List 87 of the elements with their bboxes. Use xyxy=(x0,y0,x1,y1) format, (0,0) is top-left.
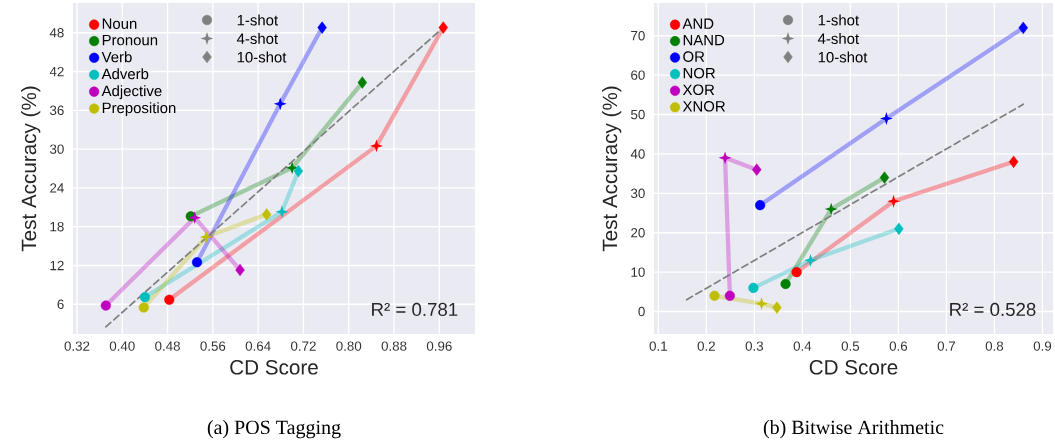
point xyxy=(752,163,762,176)
point xyxy=(100,300,111,311)
legend-label: Preposition xyxy=(102,102,176,117)
annotation: 1-shot xyxy=(818,14,859,26)
x-axis-title: CD Score xyxy=(230,359,318,375)
point xyxy=(748,282,759,293)
point xyxy=(755,297,768,311)
legend-label: OR xyxy=(683,51,705,62)
x-tick-label: 0.80 xyxy=(336,341,362,351)
y-tick-label: 24 xyxy=(50,183,64,193)
point xyxy=(139,292,150,303)
point xyxy=(273,97,287,111)
legend-label: Pronoun xyxy=(102,34,158,46)
x-tick-label: 0.48 xyxy=(155,341,180,351)
point xyxy=(293,164,304,178)
x-tick-label: 0.32 xyxy=(64,341,90,351)
y-tick-label: 40 xyxy=(630,149,645,159)
annotation: 1-shot xyxy=(237,14,278,26)
y-axis-title: Test Accuracy (%) xyxy=(602,86,622,252)
point xyxy=(709,290,720,301)
x-tick-label: 0.6 xyxy=(889,341,908,351)
y-tick-label: 48 xyxy=(49,28,64,38)
legend-label: Noun xyxy=(102,18,137,29)
point xyxy=(772,301,782,314)
x-tick-label: 0.4 xyxy=(793,341,812,351)
x-tick-label: 0.72 xyxy=(290,341,316,351)
point xyxy=(370,139,383,153)
x-tick-label: 0.3 xyxy=(745,341,764,351)
point xyxy=(438,21,448,34)
legend-label: Verb xyxy=(101,51,132,63)
legend-label: NOR xyxy=(683,67,716,79)
legend-label: NAND xyxy=(683,34,725,46)
x-tick-label: 0.7 xyxy=(937,341,956,351)
x-tick-label: 0.8 xyxy=(985,341,1004,351)
y-tick-label: 50 xyxy=(631,109,645,120)
x-tick-label: 0.88 xyxy=(381,341,407,351)
annotation: 10-shot xyxy=(237,51,287,63)
legend-label: Adverb xyxy=(101,68,149,80)
point xyxy=(357,76,367,89)
point xyxy=(261,208,272,221)
x-tick-label: 0.1 xyxy=(649,341,667,351)
point xyxy=(780,278,791,290)
y-tick-label: 0 xyxy=(638,306,645,317)
text: (b) Bitwise Arithmetic xyxy=(763,420,944,439)
legend-label: XNOR xyxy=(682,101,725,112)
point xyxy=(317,21,327,34)
y-tick-label: 20 xyxy=(631,228,645,238)
point xyxy=(235,263,245,277)
point xyxy=(724,290,735,301)
legend-label: Adjective xyxy=(101,85,162,100)
x-axis-title: CD Score xyxy=(809,359,898,375)
y-tick-label: 30 xyxy=(49,144,64,154)
y-tick-label: 30 xyxy=(630,188,645,199)
x-tick-label: 0.64 xyxy=(245,341,271,351)
annotation: 4-shot xyxy=(236,33,278,44)
point xyxy=(755,200,766,211)
point xyxy=(1008,155,1019,168)
x-tick-label: 0.56 xyxy=(200,341,226,351)
point xyxy=(894,222,904,235)
annotation: 4-shot xyxy=(817,33,859,44)
y-tick-label: 6 xyxy=(57,299,64,309)
y-tick-label: 42 xyxy=(49,66,64,77)
point xyxy=(804,253,817,267)
y-tick-label: 10 xyxy=(631,267,645,277)
point xyxy=(138,302,149,313)
annotation: R² = 0.528 xyxy=(950,302,1036,317)
point xyxy=(1018,21,1028,34)
point xyxy=(879,171,890,184)
point xyxy=(191,257,203,268)
x-tick-label: 0.2 xyxy=(697,341,715,351)
x-tick-label: 0.40 xyxy=(109,341,135,351)
y-tick-label: 18 xyxy=(50,221,64,232)
text: (a) POS Tagging xyxy=(207,420,341,439)
x-tick-label: 0.5 xyxy=(841,341,860,351)
y-tick-label: 12 xyxy=(50,260,64,271)
point xyxy=(164,294,175,305)
x-tick-label: 0.96 xyxy=(426,341,452,351)
y-tick-label: 70 xyxy=(631,31,645,41)
x-tick-label: 0.9 xyxy=(1033,341,1052,351)
annotation: R² = 0.781 xyxy=(372,302,458,317)
annotation: 10-shot xyxy=(818,51,868,63)
point xyxy=(791,267,802,278)
y-axis-title: Test Accuracy (%) xyxy=(21,86,41,252)
legend-label: XOR xyxy=(682,84,715,96)
y-tick-label: 36 xyxy=(49,105,64,116)
y-tick-label: 60 xyxy=(631,70,645,80)
legend-label: AND xyxy=(682,18,714,29)
